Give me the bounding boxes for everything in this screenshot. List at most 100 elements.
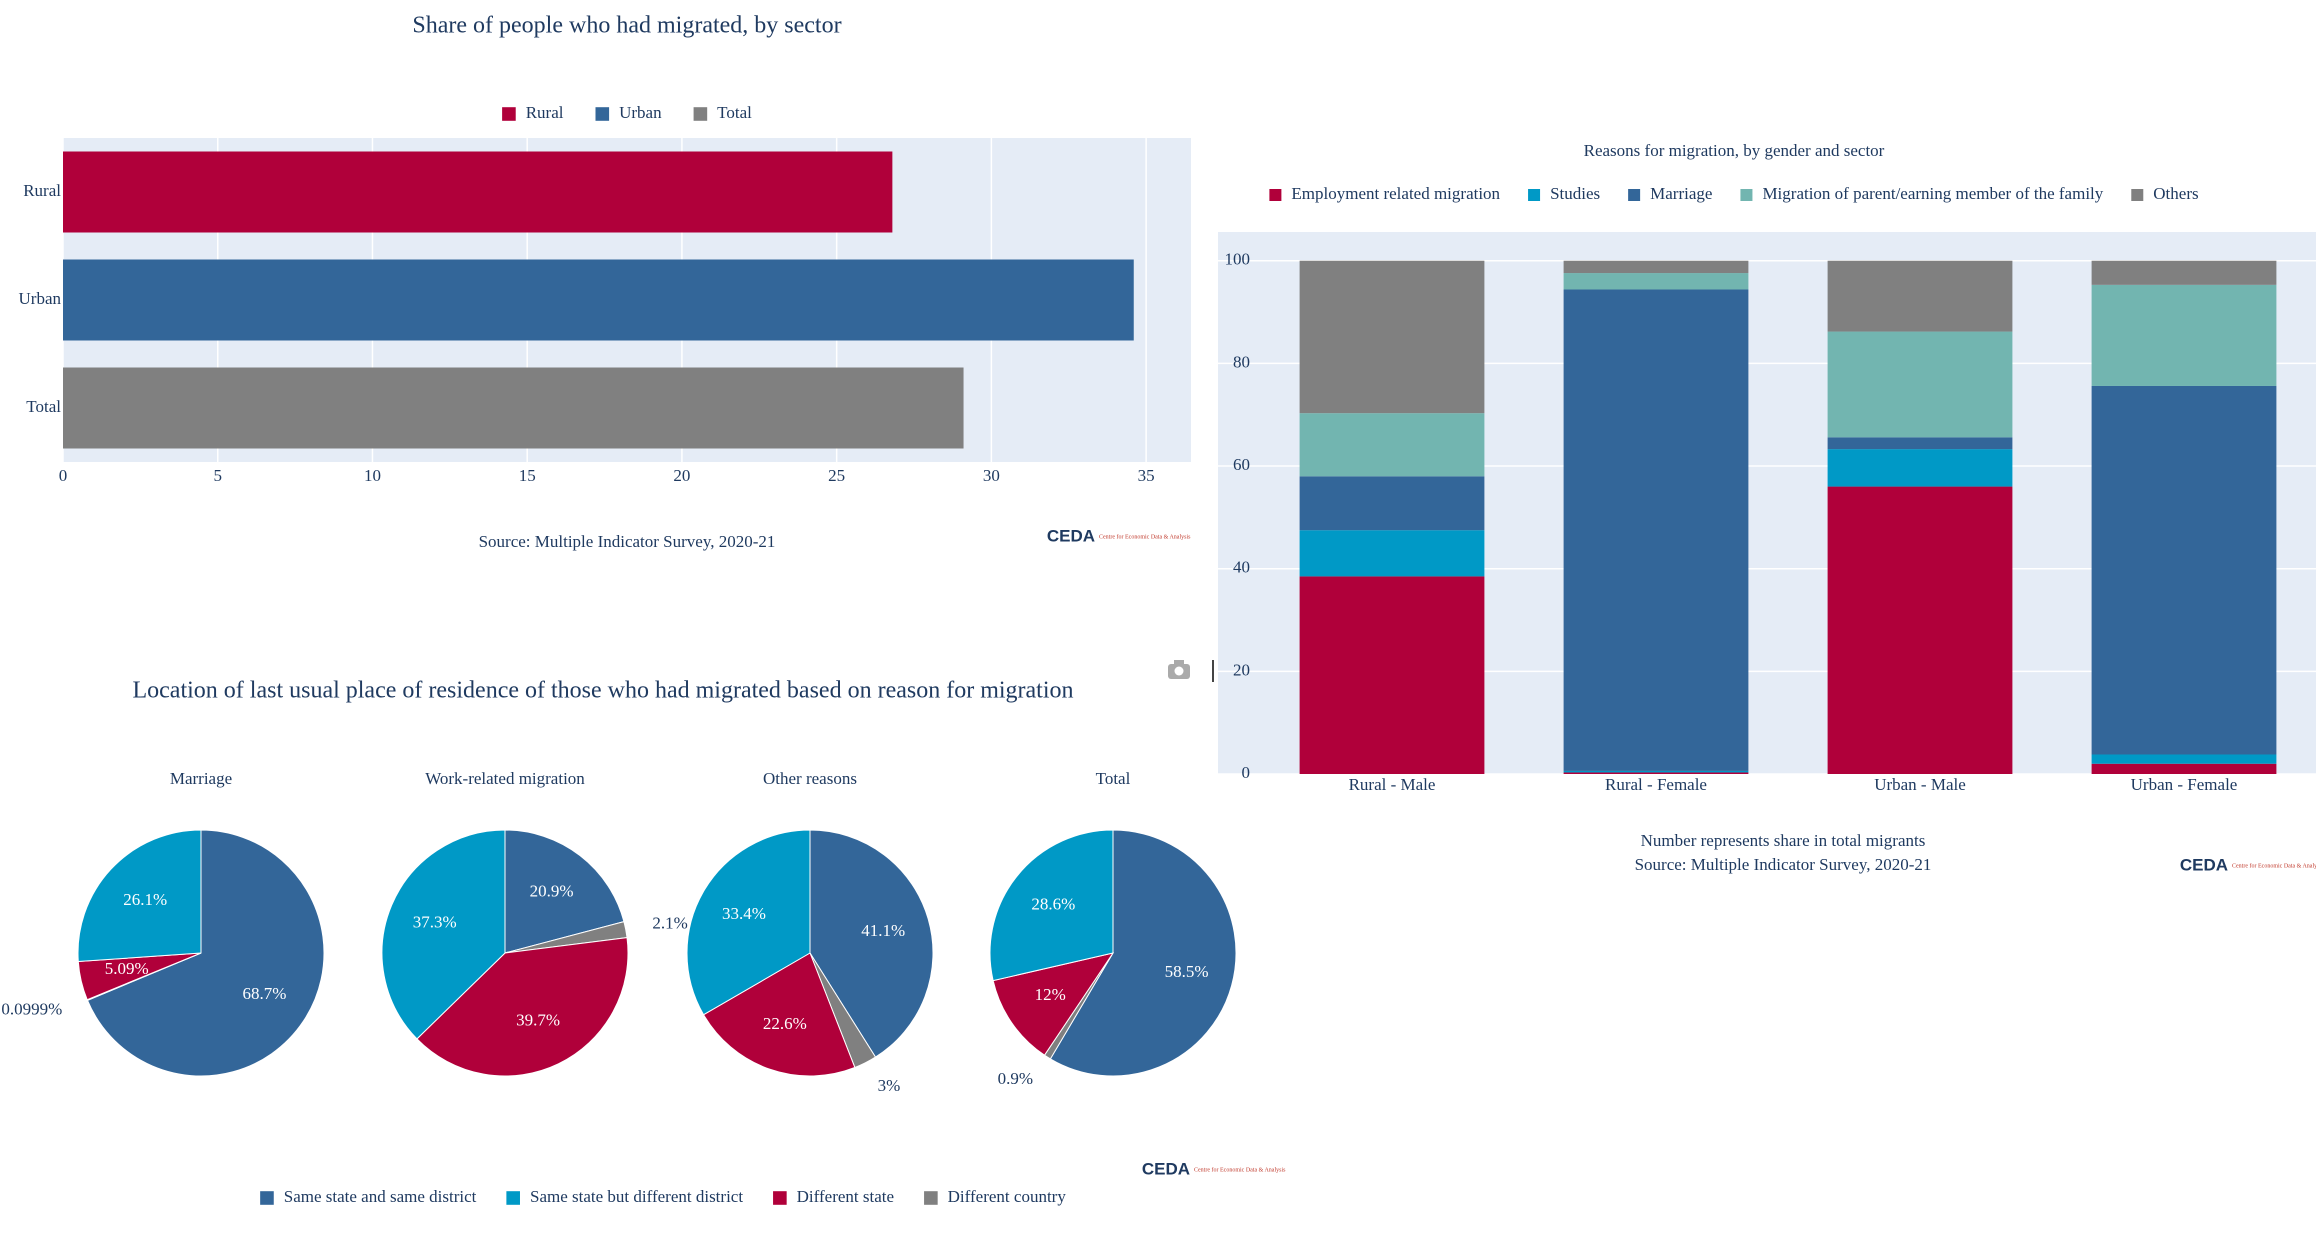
bar-segment xyxy=(1299,530,1485,577)
bar-segment xyxy=(1563,770,1749,773)
pie-label: 0.9% xyxy=(998,1069,1033,1088)
bar-segment xyxy=(1827,486,2013,774)
legend-swatch xyxy=(1528,189,1541,201)
pie-slice xyxy=(989,829,1114,982)
pie-label: 26.1% xyxy=(123,890,167,909)
pie-label: 58.5% xyxy=(1165,962,1209,981)
bar xyxy=(63,259,1134,341)
pie-slice xyxy=(809,829,934,1058)
pie-label: 37.3% xyxy=(413,912,457,931)
bar-segment xyxy=(2091,260,2277,285)
legend-label: Migration of parent/earning member of th… xyxy=(1762,184,2103,203)
legend-label: Total xyxy=(717,103,752,122)
bar-segment xyxy=(2091,284,2277,386)
bar-segment xyxy=(1563,260,1749,274)
pie-title: Work-related migration xyxy=(425,769,585,788)
bar-segment xyxy=(1299,413,1485,477)
legend-label: Employment related migration xyxy=(1291,184,1500,203)
source: Source: Multiple Indicator Survey, 2020-… xyxy=(1635,855,1932,874)
bar-segment xyxy=(1299,476,1485,531)
chart-title: Share of people who had migrated, by sec… xyxy=(412,13,841,39)
x-tick-label: 20 xyxy=(673,466,690,485)
pie-slice xyxy=(702,952,856,1077)
x-tick-label: 25 xyxy=(828,466,845,485)
legend-swatch xyxy=(2131,189,2144,201)
legend-swatch xyxy=(502,107,516,121)
pie-label: 3% xyxy=(878,1076,901,1095)
pie-slice xyxy=(504,829,625,954)
logo: CEDA xyxy=(1142,1159,1190,1178)
pie-label: 41.1% xyxy=(861,921,905,940)
camera-top[interactable] xyxy=(1174,660,1184,665)
logo-subtitle: Centre for Economic Data & Analysis xyxy=(1194,1166,1286,1173)
legend: Rural Urban Total xyxy=(502,103,752,122)
chart-title: Reasons for migration, by gender and sec… xyxy=(1584,141,1885,160)
bar-segment xyxy=(2091,754,2277,764)
bar-segment xyxy=(1827,331,2013,438)
legend-label: Same state and same district xyxy=(284,1187,477,1206)
pie-title: Total xyxy=(1096,769,1131,788)
legend-label: Different state xyxy=(797,1187,894,1206)
pie-title: Marriage xyxy=(170,769,232,788)
logo: CEDA xyxy=(2180,855,2228,874)
chart-title: Location of last usual place of residenc… xyxy=(132,678,1073,704)
y-tick-label: 80 xyxy=(1233,352,1250,371)
pie-label: 28.6% xyxy=(1031,894,1075,913)
legend-label: Different country xyxy=(948,1187,1067,1206)
pie-label: 20.9% xyxy=(530,882,574,901)
legend-swatch xyxy=(1269,189,1282,201)
bar-segment xyxy=(1827,437,2013,450)
x-tick-label: Rural - Male xyxy=(1349,775,1436,794)
legend-swatch xyxy=(773,1191,787,1205)
pie-slice xyxy=(86,829,325,1077)
legend-label: Rural xyxy=(526,103,564,122)
pie-slice xyxy=(381,829,506,1040)
x-tick-label: Rural - Female xyxy=(1605,775,1707,794)
bar-segment xyxy=(2091,763,2277,774)
bar-segment xyxy=(2091,385,2277,755)
bar-segment xyxy=(1299,576,1485,774)
pie-label: 22.6% xyxy=(763,1014,807,1033)
legend-swatch xyxy=(595,107,610,121)
y-tick-label: 100 xyxy=(1225,250,1251,269)
bar-segment xyxy=(1299,260,1485,414)
legend: Employment related migration Studies Marri… xyxy=(1269,184,2199,203)
y-tick-label: 60 xyxy=(1233,455,1250,474)
pie-label: 2.1% xyxy=(652,913,687,932)
pie-slice xyxy=(686,829,811,1016)
pie-label: 5.09% xyxy=(105,959,149,978)
x-tick-label: 0 xyxy=(59,466,68,485)
y-tick-label: 20 xyxy=(1233,660,1250,679)
bar-segment xyxy=(1827,449,2013,487)
bar-segment xyxy=(1563,273,1749,290)
x-tick-label: Urban - Female xyxy=(2131,775,2238,794)
bar-segment xyxy=(1563,289,1749,771)
pie-label: 12% xyxy=(1035,985,1066,1004)
pie-label: 68.7% xyxy=(243,984,287,1003)
source: Source: Multiple Indicator Survey, 2020-… xyxy=(479,532,776,551)
legend-swatch xyxy=(1628,189,1641,201)
x-tick-label: 35 xyxy=(1138,466,1155,485)
bar-segment xyxy=(1827,260,2013,332)
y-tick-label: 40 xyxy=(1233,558,1250,577)
logo: CEDA xyxy=(1047,526,1095,545)
pie-title: Other reasons xyxy=(763,769,857,788)
x-tick-label: 30 xyxy=(983,466,1000,485)
bar xyxy=(63,367,964,449)
pie-slice xyxy=(992,952,1115,1056)
camera-button[interactable] xyxy=(1168,660,1190,679)
pie-slice xyxy=(77,829,202,963)
pie-label: 39.7% xyxy=(516,1011,560,1030)
y-tick-label: Urban xyxy=(19,289,62,308)
toolbar xyxy=(1168,660,1214,682)
logo-subtitle: Centre for Economic Data & Analysis xyxy=(1099,533,1191,540)
x-tick-label: 15 xyxy=(519,466,536,485)
x-tick-label: Urban - Male xyxy=(1874,775,1966,794)
legend-label: Urban xyxy=(619,103,662,122)
legend: Same state and same district Same state b… xyxy=(260,1187,1066,1206)
camera-lens[interactable] xyxy=(1174,666,1184,676)
pie-slice xyxy=(416,937,629,1077)
legend-label: Others xyxy=(2153,184,2198,203)
legend-swatch xyxy=(924,1191,938,1205)
